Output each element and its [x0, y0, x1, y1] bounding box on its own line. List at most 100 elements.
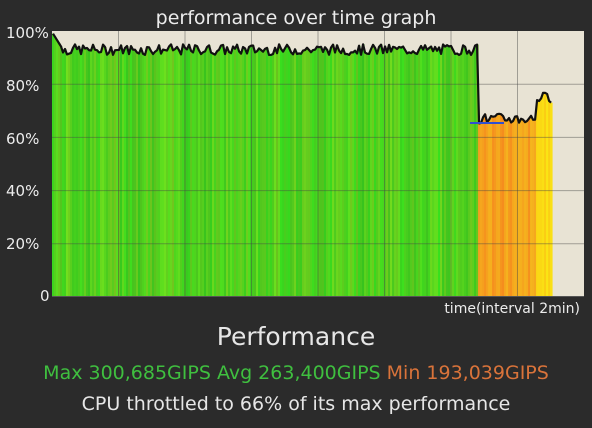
performance-bar	[328, 54, 331, 297]
performance-bar	[214, 54, 217, 297]
performance-bar	[158, 45, 161, 297]
performance-bar	[58, 43, 61, 297]
performance-bar	[458, 54, 461, 297]
performance-bar	[402, 46, 405, 297]
performance-bar	[170, 44, 173, 297]
performance-bar	[200, 54, 203, 297]
performance-bar	[336, 45, 339, 297]
performance-bar	[162, 49, 165, 297]
performance-bar	[512, 120, 515, 297]
performance-bar	[550, 102, 553, 297]
performance-bar	[186, 49, 189, 297]
performance-bar	[176, 46, 179, 297]
performance-bar	[242, 47, 245, 297]
performance-bar	[248, 46, 251, 297]
performance-bar	[68, 53, 71, 297]
performance-bar	[430, 46, 433, 297]
performance-bar	[334, 52, 337, 297]
performance-bar	[234, 48, 237, 297]
performance-bar	[98, 52, 101, 297]
performance-bar	[64, 48, 67, 297]
performance-bar	[100, 52, 103, 297]
performance-bar	[400, 47, 403, 297]
performance-bar	[346, 53, 349, 297]
performance-bar	[88, 50, 91, 297]
performance-bar	[542, 92, 545, 297]
performance-bar	[314, 49, 317, 297]
performance-bar	[360, 54, 363, 297]
performance-bar	[172, 50, 175, 297]
performance-bar	[492, 116, 495, 297]
performance-bar	[204, 51, 207, 297]
performance-bar	[152, 54, 155, 297]
performance-bar	[454, 53, 457, 297]
performance-bar	[432, 51, 435, 297]
performance-bar	[116, 50, 119, 297]
performance-bar	[304, 50, 307, 297]
performance-bar	[130, 46, 133, 297]
performance-bar	[374, 47, 377, 297]
performance-bar	[168, 46, 171, 297]
performance-bar	[340, 53, 343, 297]
performance-bar	[510, 122, 513, 297]
performance-bar	[294, 49, 297, 297]
performance-bar	[56, 40, 59, 297]
performance-bar	[450, 45, 453, 297]
performance-bar	[410, 53, 413, 297]
performance-bar	[148, 47, 151, 297]
performance-bar	[226, 47, 229, 297]
performance-bar	[190, 50, 193, 297]
performance-bar	[160, 53, 163, 297]
performance-bar	[302, 50, 305, 297]
performance-bars	[52, 33, 553, 297]
performance-bar	[464, 46, 467, 297]
performance-bar	[348, 54, 351, 297]
performance-bar	[472, 51, 475, 297]
performance-bar	[462, 45, 465, 297]
performance-bar	[144, 54, 147, 297]
performance-bar	[532, 119, 535, 297]
performance-bar	[212, 53, 215, 297]
performance-bar	[352, 52, 355, 297]
performance-bar	[106, 54, 109, 297]
performance-bar	[280, 48, 283, 297]
performance-bar	[126, 46, 129, 297]
performance-bar	[156, 50, 159, 297]
performance-bar	[292, 54, 295, 297]
y-tick-label: 20%	[6, 235, 40, 253]
performance-bar	[286, 44, 289, 297]
performance-bar	[444, 46, 447, 297]
performance-bar	[470, 54, 473, 297]
max-stat: Max 300,685GIPS	[43, 362, 211, 384]
performance-bar	[192, 52, 195, 297]
performance-bar	[370, 48, 373, 297]
performance-bar	[342, 48, 345, 297]
performance-bar	[210, 52, 213, 297]
performance-bar	[256, 51, 259, 297]
performance-bar	[86, 47, 89, 297]
performance-bar	[394, 47, 397, 297]
performance-bar	[442, 44, 445, 297]
performance-bar	[264, 48, 267, 297]
performance-bar	[308, 49, 311, 297]
performance-bar	[196, 46, 199, 297]
performance-bar	[478, 123, 481, 297]
performance-bar	[136, 52, 139, 297]
performance-bar	[546, 93, 549, 297]
performance-bar	[504, 120, 507, 297]
x-axis-label: time(interval 2min)	[444, 301, 580, 317]
performance-bar	[296, 53, 299, 297]
performance-bar	[114, 50, 117, 297]
performance-bar	[392, 46, 395, 297]
performance-bar	[422, 49, 425, 297]
performance-bar	[498, 113, 501, 297]
performance-bar	[500, 114, 503, 297]
performance-bar	[54, 36, 57, 297]
performance-bar	[284, 48, 287, 297]
performance-bar	[502, 116, 505, 297]
performance-bar	[208, 45, 211, 297]
performance-bar	[416, 53, 419, 297]
performance-bar	[120, 45, 123, 297]
performance-bar	[76, 49, 79, 297]
performance-bar	[368, 53, 371, 297]
